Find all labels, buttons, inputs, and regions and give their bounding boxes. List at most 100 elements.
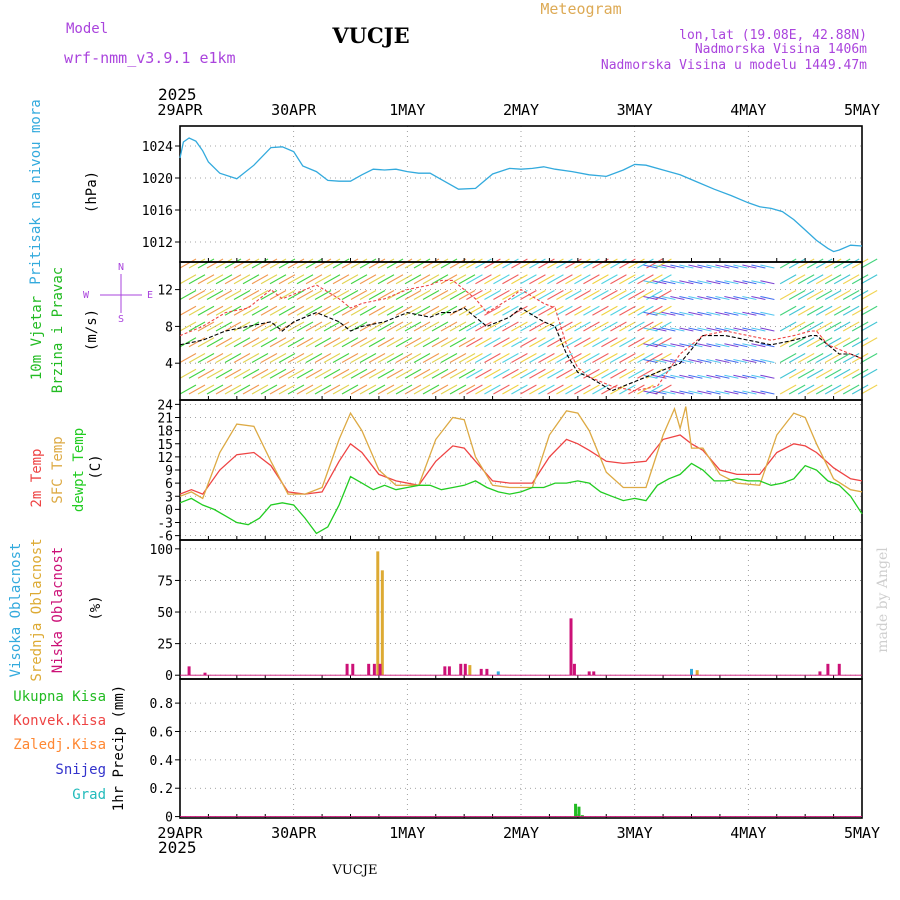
y-tick-label: -6 <box>157 530 173 545</box>
wind-barb <box>431 368 449 379</box>
y-tick-label: 0.6 <box>150 725 173 740</box>
wind-barb <box>547 353 564 363</box>
wind-barb <box>697 311 712 316</box>
wind-barb <box>760 374 775 379</box>
wind-barb <box>332 337 350 348</box>
model-name: wrf-nmm_v3.9.1 e1km <box>64 49 236 67</box>
wind-barb <box>188 290 206 300</box>
wind-barb <box>413 258 431 269</box>
wind-barb <box>670 358 685 364</box>
wind-barb <box>842 337 860 348</box>
wind-barb <box>233 274 251 285</box>
wind-barb <box>697 264 712 269</box>
wind-barb <box>619 368 636 379</box>
wind-barb <box>833 321 851 332</box>
wind-barb <box>206 384 224 395</box>
wind-barb <box>422 305 440 316</box>
x-tick-label-top: 5MAY <box>844 101 880 119</box>
wind-barb <box>742 343 757 348</box>
wind-barb <box>269 337 287 348</box>
wind-barb <box>188 384 206 395</box>
wind-barb <box>860 305 878 316</box>
wind-barb <box>350 384 368 395</box>
wind-barb <box>350 258 368 269</box>
wind-barb <box>404 258 422 269</box>
wind-barb <box>395 353 413 363</box>
compass-rose: W E N S <box>83 262 153 325</box>
wind-barb <box>724 264 739 269</box>
wind-barb <box>574 384 591 395</box>
wind-barb <box>224 321 242 332</box>
wind-barb <box>278 258 296 269</box>
wind-barb <box>797 337 815 348</box>
wind-barb <box>779 384 797 395</box>
wind-barb <box>547 368 564 379</box>
wind-barb <box>422 368 440 379</box>
wind-barb <box>332 274 350 285</box>
wind-barb <box>824 353 842 363</box>
wind-barb <box>733 264 748 269</box>
wind-barb <box>538 368 555 379</box>
wind-barb <box>502 337 519 348</box>
wind-barb <box>224 384 242 395</box>
wind-barb <box>484 290 501 300</box>
wind-barb <box>556 274 573 285</box>
wind-barb <box>233 258 251 269</box>
wind-barb <box>224 305 242 316</box>
wind-barb <box>242 305 260 316</box>
wind-barb <box>466 353 483 363</box>
x-tick-label-top: 1MAY <box>389 101 425 119</box>
wind-barb <box>449 384 467 395</box>
compass-e-label: E <box>147 290 153 301</box>
wind-barb <box>502 274 519 285</box>
wind-barb <box>851 290 869 300</box>
wind-barb <box>715 280 730 285</box>
wind-barb <box>296 305 314 316</box>
wind-barb <box>413 290 431 300</box>
wind-barb <box>404 305 422 316</box>
wind-barb <box>332 305 350 316</box>
wind-barb <box>797 368 815 379</box>
y-tick-label: -3 <box>157 517 173 532</box>
wind-barb <box>278 353 296 363</box>
station-title: VUCJE <box>331 23 409 48</box>
wind-barb <box>502 258 519 269</box>
wind-barb <box>833 305 851 316</box>
wind-barb <box>779 353 797 363</box>
wind-barb <box>842 258 860 269</box>
wind-barb <box>779 305 797 316</box>
wind-barb <box>332 368 350 379</box>
wind-barb <box>637 305 654 316</box>
y-tick-label: 0.4 <box>150 754 174 769</box>
bar-cloud_cover <box>378 663 382 676</box>
wind-barb <box>610 258 627 269</box>
wind-barb <box>431 290 449 300</box>
x-tick-label-top: 2MAY <box>503 101 539 119</box>
wind-barb <box>431 305 449 316</box>
wind-barb <box>538 258 555 269</box>
frozen-precip-label: Zaledj.Kisa <box>13 737 106 753</box>
wind-barb <box>779 258 797 269</box>
wind-barb <box>188 305 206 316</box>
wind-barb <box>260 321 278 332</box>
wind-barb <box>670 327 685 332</box>
wind-barb <box>269 305 287 316</box>
watermark: made by Angel <box>875 547 891 653</box>
wind-barb <box>788 274 806 285</box>
wind-barb <box>493 368 510 379</box>
wind-barb <box>224 353 242 363</box>
wind-barb <box>670 280 685 285</box>
wind-barb <box>179 321 197 332</box>
wind-barb <box>215 274 233 285</box>
wind-barb <box>511 368 528 379</box>
wind-barb <box>314 274 332 285</box>
wind-barb <box>251 337 269 348</box>
wind-barb <box>706 295 721 301</box>
wind-barb <box>733 358 748 364</box>
wind-barb <box>742 374 757 379</box>
wind-barb <box>224 258 242 269</box>
wind-barb <box>643 327 658 332</box>
wind-barb <box>260 353 278 363</box>
wind-barb <box>260 258 278 269</box>
wind-barb <box>751 264 766 269</box>
